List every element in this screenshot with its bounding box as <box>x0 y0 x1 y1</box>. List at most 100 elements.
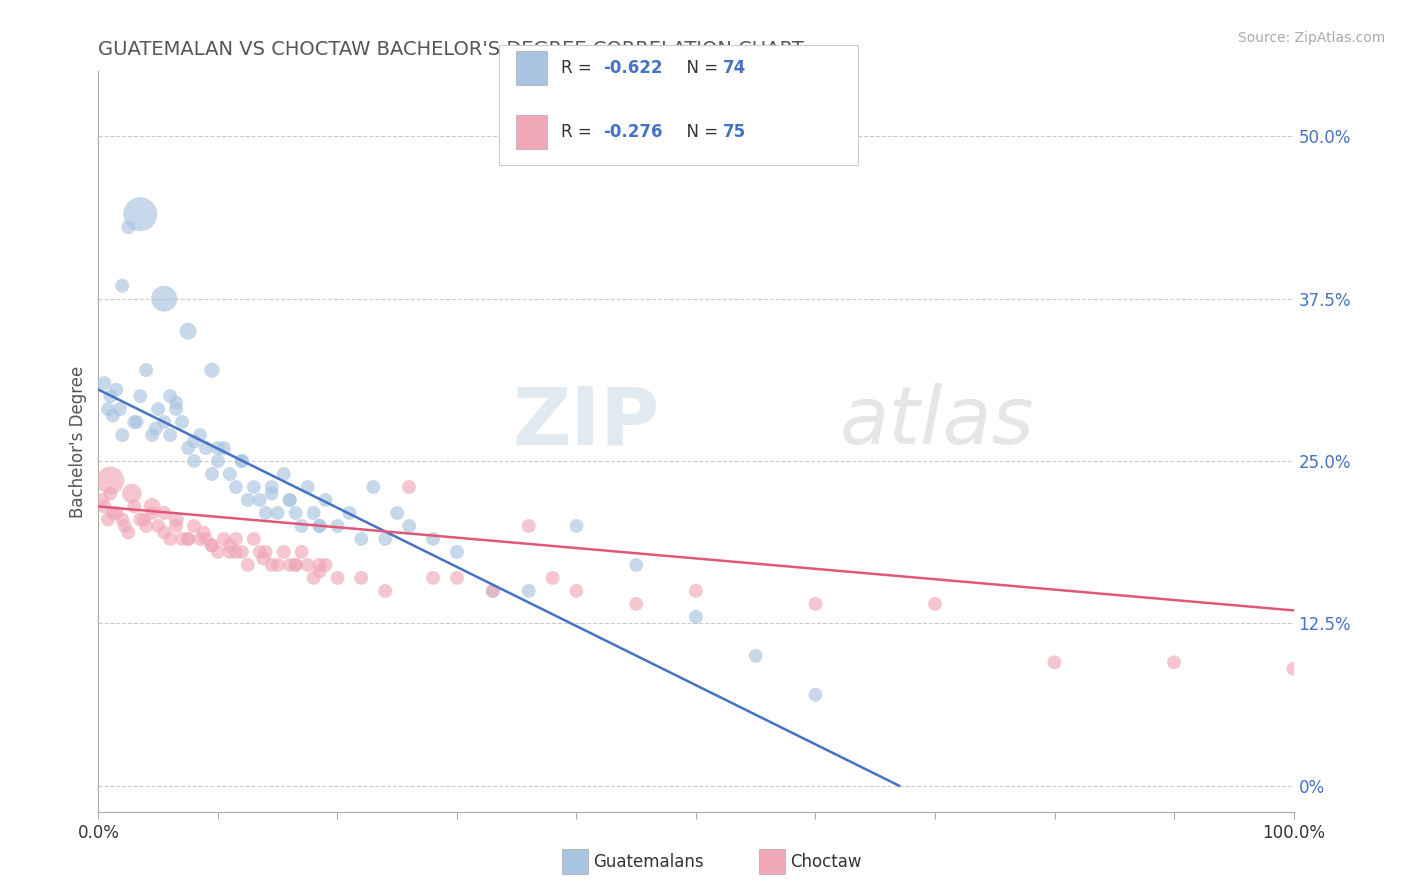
Point <box>541 571 564 585</box>
Point <box>159 428 181 442</box>
Point <box>249 493 271 508</box>
Text: GUATEMALAN VS CHOCTAW BACHELOR'S DEGREE CORRELATION CHART: GUATEMALAN VS CHOCTAW BACHELOR'S DEGREE … <box>98 39 804 59</box>
Point <box>236 493 259 508</box>
Point <box>685 583 707 598</box>
Y-axis label: Bachelor's Degree: Bachelor's Degree <box>69 366 87 517</box>
Point <box>260 480 283 494</box>
Point <box>219 538 242 552</box>
Point <box>284 506 307 520</box>
Point <box>148 519 170 533</box>
Point <box>291 519 314 533</box>
Point <box>172 415 194 429</box>
Point <box>446 571 468 585</box>
Point <box>254 506 277 520</box>
Point <box>374 583 396 598</box>
Point <box>201 538 224 552</box>
Point <box>422 571 444 585</box>
Point <box>193 525 215 540</box>
Point <box>207 545 229 559</box>
Text: Source: ZipAtlas.com: Source: ZipAtlas.com <box>1237 31 1385 45</box>
Point <box>1043 656 1066 670</box>
Point <box>278 493 301 508</box>
Point <box>225 545 247 559</box>
Point <box>254 545 277 559</box>
Point <box>350 532 373 546</box>
Point <box>350 571 373 585</box>
Text: R =: R = <box>561 123 598 141</box>
Point <box>183 454 205 468</box>
Point <box>148 402 170 417</box>
Point <box>278 493 301 508</box>
Point <box>117 220 139 235</box>
Point <box>326 571 349 585</box>
Point <box>124 415 146 429</box>
Point <box>308 519 330 533</box>
Point <box>745 648 768 663</box>
Point <box>177 532 200 546</box>
Point <box>145 421 167 435</box>
Point <box>117 525 139 540</box>
Point <box>188 532 211 546</box>
Point <box>141 500 163 514</box>
Point <box>482 583 505 598</box>
Point <box>125 415 148 429</box>
Point <box>297 480 319 494</box>
Point <box>153 506 176 520</box>
Point <box>129 389 152 403</box>
Point <box>93 500 115 514</box>
Point <box>517 583 540 598</box>
Point <box>278 558 301 572</box>
Text: ZIP: ZIP <box>513 383 661 461</box>
Point <box>141 428 163 442</box>
Text: N =: N = <box>676 59 724 77</box>
Point <box>517 519 540 533</box>
Text: -0.276: -0.276 <box>603 123 662 141</box>
Point <box>225 532 247 546</box>
Text: -0.622: -0.622 <box>603 59 662 77</box>
Point <box>626 597 648 611</box>
Point <box>207 441 229 455</box>
Point <box>225 480 247 494</box>
Point <box>565 583 588 598</box>
Point <box>159 532 181 546</box>
Point <box>153 292 176 306</box>
Text: N =: N = <box>676 123 724 141</box>
Point <box>135 363 157 377</box>
Point <box>165 402 187 417</box>
Point <box>141 506 163 520</box>
Point <box>308 565 330 579</box>
Point <box>804 688 827 702</box>
Point <box>201 363 224 377</box>
Point <box>252 551 274 566</box>
Point <box>260 486 283 500</box>
Point <box>183 519 205 533</box>
Point <box>231 545 253 559</box>
Point <box>231 454 253 468</box>
Point <box>114 519 136 533</box>
Point <box>159 389 181 403</box>
Point <box>482 583 505 598</box>
Point <box>165 395 187 409</box>
Point <box>398 480 420 494</box>
Point <box>172 532 194 546</box>
Point <box>93 376 115 390</box>
Point <box>315 558 337 572</box>
Point <box>121 486 143 500</box>
Point <box>201 538 224 552</box>
Point <box>243 480 266 494</box>
Point <box>243 532 266 546</box>
Text: 75: 75 <box>723 123 745 141</box>
Point <box>236 558 259 572</box>
Point <box>212 441 235 455</box>
Point <box>308 519 330 533</box>
Point <box>101 506 124 520</box>
Point <box>267 558 290 572</box>
Text: R =: R = <box>561 59 598 77</box>
Point <box>165 519 187 533</box>
Point <box>111 428 134 442</box>
Point <box>98 389 122 403</box>
Point <box>91 493 114 508</box>
Point <box>105 506 128 520</box>
Point <box>302 506 325 520</box>
Text: 74: 74 <box>723 59 747 77</box>
